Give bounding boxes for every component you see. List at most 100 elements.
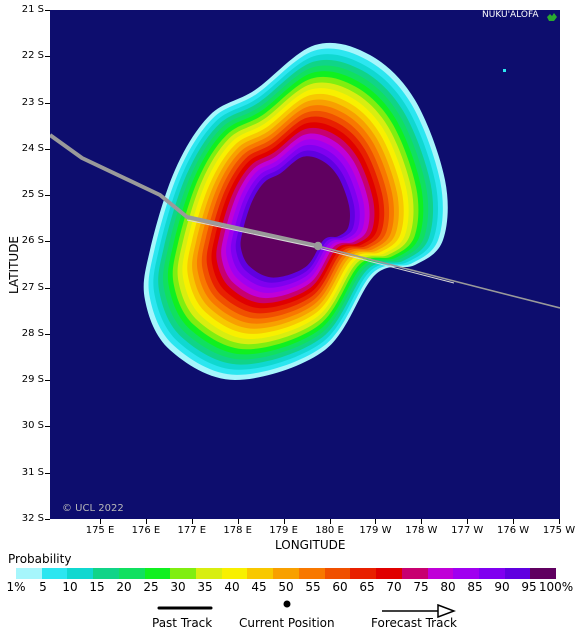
- y-tick-label: 23 S: [21, 96, 44, 108]
- y-tick-mark: [45, 148, 50, 150]
- legend-title: Probability: [8, 552, 72, 566]
- y-tick-mark: [45, 380, 50, 382]
- probability-contour: [240, 156, 351, 278]
- legend-tick-label: 90: [494, 580, 510, 594]
- x-tick-mark: [559, 519, 560, 524]
- x-tick-label: 175 E: [85, 525, 115, 536]
- x-tick-label: 177 W: [451, 525, 484, 536]
- y-tick-mark: [45, 333, 50, 335]
- y-tick-label: 30 S: [21, 420, 44, 432]
- legend-tick-label: 5: [39, 580, 47, 594]
- legend-tick-label: 10: [62, 580, 78, 594]
- x-tick-label: 178 W: [405, 525, 438, 536]
- legend-tick-label: 95: [521, 580, 537, 594]
- x-tick-label: 178 E: [223, 525, 252, 536]
- colorbar-cell: [530, 568, 557, 579]
- probability-colorbar: [16, 568, 557, 579]
- map-canvas: [50, 42, 560, 381]
- x-tick-label: 179 E: [269, 525, 298, 536]
- current-position-key-icon: [283, 600, 291, 608]
- y-tick-label: 32 S: [21, 512, 44, 524]
- legend-tick-label: 55: [305, 580, 321, 594]
- y-tick-label: 28 S: [21, 327, 44, 339]
- colorbar-cell: [93, 568, 119, 579]
- forecast-track-key-icon: [382, 604, 456, 618]
- legend-tick-label: 1%: [6, 580, 26, 594]
- island-marker-icon: [547, 13, 557, 21]
- x-tick-mark: [421, 519, 423, 524]
- colorbar-cell: [401, 568, 428, 579]
- legend-tick-label: 20: [116, 580, 132, 594]
- colorbar-cell: [221, 568, 248, 579]
- x-tick-mark: [375, 519, 377, 524]
- legend-tick-label: 35: [197, 580, 213, 594]
- y-tick-label: 25 S: [21, 189, 44, 201]
- current-position-label: Current Position: [239, 616, 335, 630]
- y-tick-mark: [45, 287, 50, 289]
- colorbar-cell: [170, 568, 197, 579]
- x-tick-label: 176 E: [131, 525, 161, 536]
- forecast-track-line: [186, 216, 560, 309]
- past-track-label: Past Track: [152, 616, 213, 630]
- legend-tick-label: 100%: [538, 580, 574, 594]
- colorbar-cell: [350, 568, 377, 579]
- y-tick-mark: [45, 241, 50, 243]
- colorbar-cell: [67, 568, 94, 579]
- y-tick-mark: [45, 56, 50, 58]
- colorbar-cell: [144, 568, 171, 579]
- colorbar-cell: [273, 568, 299, 579]
- colorbar-cell: [504, 568, 531, 579]
- x-tick-mark: [145, 519, 147, 524]
- x-tick-mark: [237, 519, 239, 524]
- place-label: NUKU'ALOFA: [482, 10, 539, 20]
- legend-tick-label: 50: [278, 580, 294, 594]
- y-axis-label: LATITUDE: [7, 235, 21, 295]
- x-tick-label: 175 W: [542, 525, 576, 536]
- colorbar-cell: [118, 568, 145, 579]
- legend-tick-label: 70: [386, 580, 402, 594]
- probability-map: [50, 10, 560, 519]
- y-tick-mark: [45, 426, 50, 428]
- colorbar-cell: [324, 568, 351, 579]
- legend-tick-label: 65: [359, 580, 375, 594]
- legend-tick-label: 80: [440, 580, 456, 594]
- y-tick-mark: [45, 195, 50, 197]
- x-tick-label: 180 E: [315, 525, 344, 536]
- x-tick-label: 177 E: [177, 525, 207, 536]
- y-tick-label: 22 S: [21, 50, 44, 62]
- legend-tick-label: 45: [251, 580, 267, 594]
- x-tick-mark: [513, 519, 515, 524]
- past-track-key-icon: [157, 606, 213, 610]
- colorbar-cell: [453, 568, 479, 579]
- x-tick-mark: [100, 519, 101, 524]
- colorbar-cell: [298, 568, 325, 579]
- legend-tick-label: 15: [89, 580, 105, 594]
- colorbar-cell: [427, 568, 454, 579]
- colorbar-cell: [376, 568, 402, 579]
- probability-speck: [503, 69, 506, 72]
- y-tick-mark: [45, 10, 50, 11]
- colorbar-cell: [196, 568, 222, 579]
- y-tick-label: 31 S: [21, 466, 44, 478]
- x-tick-mark: [283, 519, 285, 524]
- x-tick-label: 176 W: [497, 525, 530, 536]
- x-tick-mark: [467, 519, 469, 524]
- y-tick-label: 27 S: [21, 281, 44, 293]
- x-axis-label: LONGITUDE: [275, 538, 346, 552]
- copyright-label: © UCL 2022: [62, 503, 124, 514]
- legend-tick-label: 25: [143, 580, 159, 594]
- x-tick-mark: [329, 519, 331, 524]
- legend-tick-label: 75: [413, 580, 429, 594]
- y-tick-mark: [45, 472, 50, 474]
- colorbar-cell: [41, 568, 68, 579]
- y-tick-label: 21 S: [21, 4, 44, 15]
- forecast-track-label: Forecast Track: [371, 616, 457, 630]
- legend-tick-label: 85: [467, 580, 483, 594]
- legend-tick-label: 30: [170, 580, 186, 594]
- y-tick-mark: [45, 102, 50, 104]
- y-tick-label: 24 S: [21, 142, 44, 154]
- y-tick-mark: [45, 518, 50, 520]
- y-tick-label: 26 S: [21, 235, 44, 247]
- legend-tick-label: 60: [332, 580, 348, 594]
- colorbar-cell: [247, 568, 274, 579]
